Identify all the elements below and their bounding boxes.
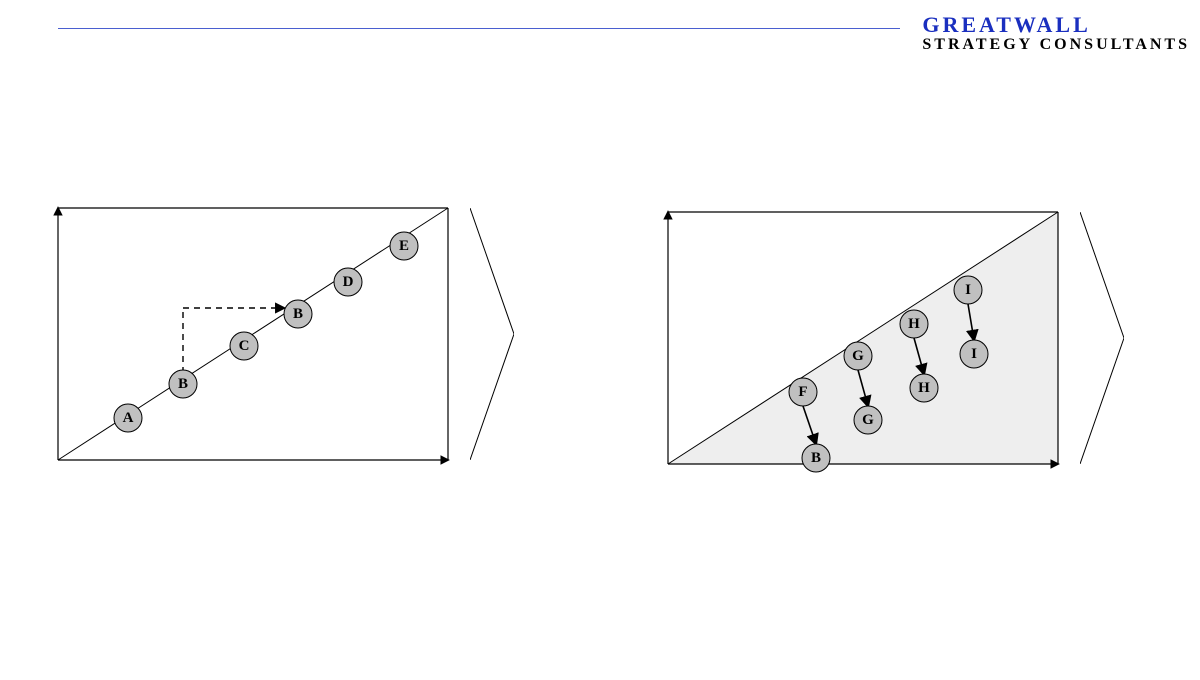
chart-node: B (284, 300, 312, 328)
brand-line1: GREATWALL (922, 14, 1190, 36)
chart-node: I (954, 276, 982, 304)
brand-block: GREATWALL STRATEGY CONSULTANTS (922, 14, 1190, 54)
node-label: H (918, 380, 930, 396)
right-chart: F G H I B G H I (668, 212, 1058, 464)
brand-line2: STRATEGY CONSULTANTS (922, 36, 1190, 54)
node-label: I (971, 346, 977, 362)
left-chevron-icon (470, 208, 514, 460)
chart-node: I (960, 340, 988, 368)
chart-node: G (844, 342, 872, 370)
chart-node: H (900, 310, 928, 338)
node-label: G (852, 348, 864, 364)
chart-node: C (230, 332, 258, 360)
node-label: F (798, 384, 807, 400)
chart-node: D (334, 268, 362, 296)
node-label: I (965, 282, 971, 298)
chart-node: A (114, 404, 142, 432)
chart-node: B (802, 444, 830, 472)
node-label: A (123, 410, 134, 426)
chart-node: B (169, 370, 197, 398)
node-label: D (343, 274, 354, 290)
node-label: E (399, 238, 409, 254)
chart-node: E (390, 232, 418, 260)
node-label: C (239, 338, 250, 354)
node-label: H (908, 316, 920, 332)
node-label: G (862, 412, 874, 428)
header-rule (58, 28, 900, 29)
right-chevron-icon (1080, 212, 1124, 464)
left-chart: A B C B D E (58, 208, 448, 460)
chart-node: F (789, 378, 817, 406)
node-label: B (293, 306, 303, 322)
chart-node: G (854, 406, 882, 434)
node-label: B (811, 450, 821, 466)
node-label: B (178, 376, 188, 392)
chart-node: H (910, 374, 938, 402)
